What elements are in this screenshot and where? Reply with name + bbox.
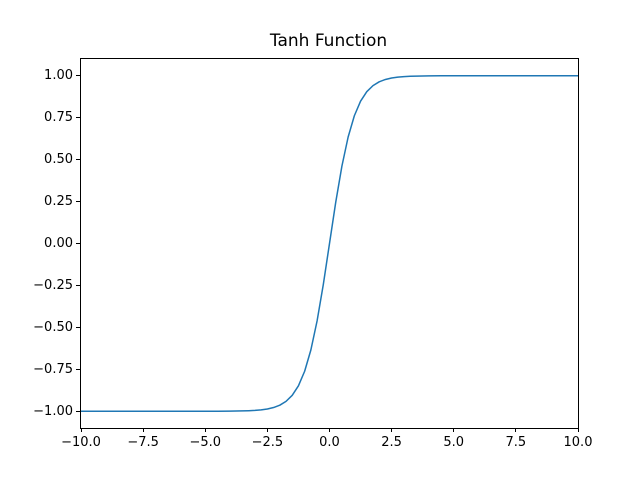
tanh-line xyxy=(81,75,578,412)
y-tick-mark xyxy=(76,284,80,286)
x-tick-mark xyxy=(453,428,455,432)
plot-area: −10.0 −7.5 −5.0 −2.5 0.0 2.5 5.0 7.5 10.0 1.00 0.7… xyxy=(33,58,592,450)
y-tick-label: 0.00 xyxy=(44,236,73,251)
x-tick-label: −2.5 xyxy=(251,435,284,450)
x-tick-mark xyxy=(329,428,330,432)
x-tick-label: 10.0 xyxy=(563,435,593,450)
y-tick-mark xyxy=(76,368,80,370)
chart-title: Tanh Function xyxy=(269,31,388,51)
y-tick-label: 0.25 xyxy=(44,194,73,210)
y-tick-mark xyxy=(76,159,80,161)
y-tick-mark xyxy=(76,410,80,412)
x-tick-label: −10.0 xyxy=(61,435,101,450)
y-tick-label: 1.00 xyxy=(44,68,73,84)
x-tick-label: 7.5 xyxy=(505,435,527,450)
y-tick-label: −0.50 xyxy=(33,319,73,335)
x-tick-label: 0.0 xyxy=(319,435,340,450)
y-tick-label: 0.75 xyxy=(44,110,73,126)
x-tick-mark xyxy=(515,428,517,432)
x-tick-mark xyxy=(266,428,268,432)
x-tick-mark xyxy=(391,428,393,432)
x-tick-label: −7.5 xyxy=(127,435,159,450)
x-tick-label: 2.5 xyxy=(381,435,402,450)
y-tick-label: −1.00 xyxy=(33,403,73,419)
x-tick-mark xyxy=(577,428,579,432)
y-tick-label: −0.75 xyxy=(33,361,73,377)
y-tick-label: −0.25 xyxy=(33,277,73,293)
y-tick-mark xyxy=(76,117,80,119)
x-tick-mark xyxy=(142,428,144,432)
x-tick-label: 5.0 xyxy=(443,435,465,450)
curve-svg xyxy=(81,75,578,412)
x-tick-mark xyxy=(204,428,206,432)
y-tick-mark xyxy=(76,243,80,244)
y-tick-label: 0.50 xyxy=(44,152,73,168)
y-tick-mark xyxy=(76,326,80,328)
x-tick-label: −5.0 xyxy=(189,435,222,450)
x-tick-mark xyxy=(80,428,82,432)
y-tick-mark xyxy=(76,75,80,77)
y-tick-mark xyxy=(76,201,80,203)
